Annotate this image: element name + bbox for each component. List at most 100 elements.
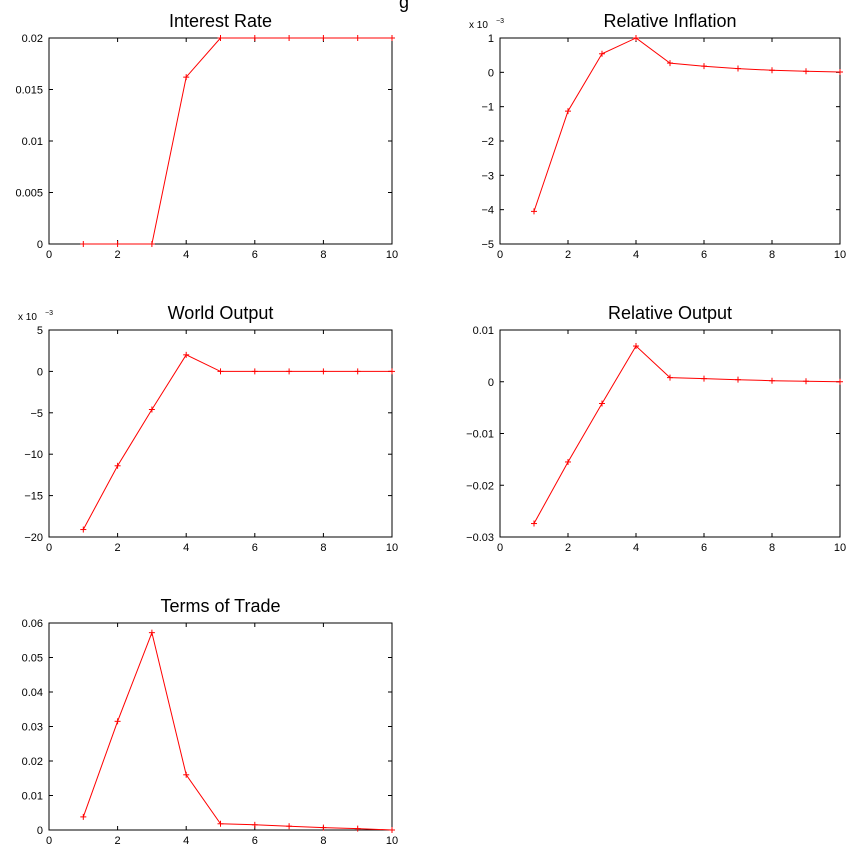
y-tick-label: −0.02 xyxy=(466,480,494,492)
data-point xyxy=(286,368,293,375)
chart-title: Terms of Trade xyxy=(160,596,280,616)
x-tick-label: 4 xyxy=(183,249,189,261)
y-tick-label: −20 xyxy=(24,532,43,544)
data-point xyxy=(354,825,361,832)
data-point xyxy=(389,368,395,375)
data-point xyxy=(148,629,155,636)
subplot-1: Interest Rate 0 2 4 6 8 10 0 0.005 0.01 0.015 0.02 xyxy=(15,11,398,261)
x-tick-label: 8 xyxy=(320,542,326,554)
data-point xyxy=(183,771,190,778)
y-tick-label: 0.005 xyxy=(15,188,43,200)
y-tick-label: 0.01 xyxy=(473,325,494,337)
data-point xyxy=(599,50,605,57)
y-tick-label: 0.01 xyxy=(22,136,43,148)
data-point xyxy=(251,35,258,41)
x-tick-label: 6 xyxy=(252,249,258,261)
x-tick-label: 0 xyxy=(497,249,503,261)
x-tick-label: 2 xyxy=(565,249,571,261)
data-point xyxy=(599,400,605,407)
x-tick-label: 10 xyxy=(386,542,398,554)
data-point xyxy=(735,65,741,72)
y-tick-label: 0 xyxy=(37,239,43,251)
data-point xyxy=(354,368,361,375)
data-point xyxy=(667,374,673,381)
axis-multiplier: x 10 xyxy=(469,20,488,31)
data-point xyxy=(531,520,537,527)
data-point xyxy=(286,35,293,41)
data-point xyxy=(565,108,571,115)
y-tick-label: 0.03 xyxy=(22,722,43,734)
y-tick-label: −0.01 xyxy=(466,429,494,441)
data-point xyxy=(389,35,395,41)
figure-title-fragment: g xyxy=(399,0,409,12)
y-tick-label: −15 xyxy=(24,491,43,503)
chart-title: World Output xyxy=(168,303,274,323)
series-line xyxy=(82,354,392,530)
y-tick-label: 0 xyxy=(488,377,494,389)
x-tick-label: 10 xyxy=(386,835,398,847)
axis-multiplier-exponent: −3 xyxy=(496,18,504,25)
y-tick-label: 0.015 xyxy=(15,85,43,97)
x-tick-label: 4 xyxy=(183,835,189,847)
x-tick-label: 6 xyxy=(252,542,258,554)
chart-title: Interest Rate xyxy=(169,11,272,31)
data-point xyxy=(354,35,361,41)
data-point xyxy=(837,378,843,385)
plot-frame xyxy=(499,37,841,245)
y-tick-label: −1 xyxy=(481,102,494,114)
data-point xyxy=(701,63,707,70)
data-point xyxy=(80,813,87,820)
data-point xyxy=(735,376,741,383)
axis-multiplier: x 10 xyxy=(18,312,37,323)
x-tick-label: 4 xyxy=(633,542,639,554)
data-point xyxy=(148,241,155,247)
y-tick-label: 0.06 xyxy=(22,618,43,630)
x-tick-label: 8 xyxy=(320,249,326,261)
data-point xyxy=(803,378,809,385)
x-tick-label: 2 xyxy=(115,542,121,554)
y-tick-label: −5 xyxy=(481,239,494,251)
x-tick-label: 6 xyxy=(701,542,707,554)
plot-frame xyxy=(48,622,393,831)
x-tick-label: 8 xyxy=(769,249,775,261)
x-tick-label: 8 xyxy=(769,542,775,554)
subplot-5: Terms of Trade 0 2 4 6 8 10 0 0.01 0.02 0.03 0.04 0.… xyxy=(22,596,399,847)
plot-frame xyxy=(499,329,841,538)
x-tick-label: 0 xyxy=(46,835,52,847)
chart-title: Relative Inflation xyxy=(603,11,736,31)
series-line xyxy=(82,631,393,831)
y-tick-label: 0.05 xyxy=(22,653,43,665)
data-point xyxy=(565,458,571,465)
data-point xyxy=(320,35,327,41)
x-tick-label: 4 xyxy=(633,249,639,261)
x-tick-label: 2 xyxy=(115,249,121,261)
x-tick-label: 8 xyxy=(320,835,326,847)
subplot-4: Relative Output 0 2 4 6 8 10 −0.03 −0.02 −0.01 0 0.… xyxy=(466,303,846,554)
data-point xyxy=(769,377,775,384)
x-tick-label: 0 xyxy=(497,542,503,554)
data-point xyxy=(114,718,121,725)
data-point xyxy=(80,526,87,533)
data-point xyxy=(217,35,224,41)
y-tick-label: 0 xyxy=(37,825,43,837)
data-point xyxy=(667,60,673,67)
y-tick-label: 5 xyxy=(37,325,43,337)
data-point xyxy=(531,208,537,215)
data-point xyxy=(286,823,293,830)
x-tick-label: 2 xyxy=(565,542,571,554)
data-point xyxy=(114,462,121,469)
y-tick-label: −5 xyxy=(30,408,43,420)
data-point xyxy=(183,74,190,81)
y-tick-label: 0 xyxy=(488,67,494,79)
x-tick-label: 10 xyxy=(834,249,846,261)
data-point xyxy=(769,67,775,74)
x-tick-label: 10 xyxy=(386,249,398,261)
y-tick-label: 0 xyxy=(37,366,43,378)
x-tick-label: 0 xyxy=(46,249,52,261)
series-line xyxy=(533,37,841,212)
data-point xyxy=(251,368,258,375)
data-point xyxy=(633,343,639,350)
data-point xyxy=(114,241,121,247)
